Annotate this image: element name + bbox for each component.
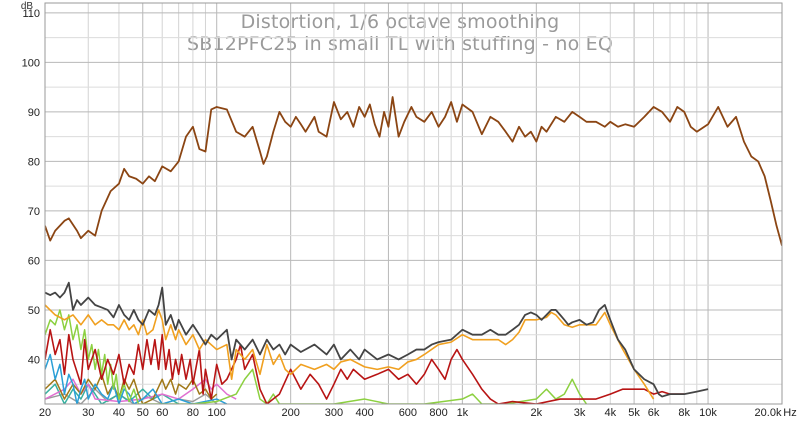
series-layer (45, 96, 782, 404)
x-tick-label: 2k (531, 407, 543, 419)
y-tick-label: 50 (28, 305, 40, 317)
series-line-7 (45, 373, 218, 404)
y-tick-label: 110 (22, 8, 40, 20)
x-tick-labels: 20 30 40 50 60 80 100 200 300 400 600 800 1k 2k 3k 4k 5k… (39, 407, 782, 419)
x-tick-label: 6k (648, 407, 660, 419)
x-tick-label: 800 (429, 407, 447, 419)
x-tick-label: 400 (355, 407, 373, 419)
x-axis-unit: Hz (783, 407, 796, 419)
x-tick-label: 1k (457, 407, 469, 419)
x-tick-label: 8k (678, 407, 690, 419)
y-tick-label: 70 (28, 206, 40, 218)
y-tick-label: 40 (28, 354, 40, 366)
plot-frame (44, 2, 783, 405)
series-line-6 (45, 353, 228, 404)
series-line-10 (45, 388, 218, 404)
chart-subtitle: SB12PFC25 in small TL with stuffing - no… (186, 33, 614, 55)
x-tick-label: 60 (156, 407, 168, 419)
y-tick-label: 60 (28, 255, 40, 267)
x-tick-label: 300 (325, 407, 343, 419)
x-tick-label: 4k (604, 407, 616, 419)
y-tick-label: 80 (28, 156, 40, 168)
x-tick-label: 20 (39, 407, 51, 419)
x-tick-label: 20.0k (755, 407, 782, 419)
x-tick-label: 80 (187, 407, 199, 419)
x-tick-label: 40 (113, 407, 125, 419)
x-tick-label: 100 (208, 407, 226, 419)
x-tick-label: 600 (399, 407, 417, 419)
y-tick-label: 100 (22, 57, 40, 69)
y-tick-labels: 40 50 60 70 80 90 100 110 (22, 8, 40, 367)
series-line-5 (45, 309, 588, 404)
grid-lines (44, 3, 783, 404)
series-line-4 (45, 328, 685, 404)
x-tick-label: 3k (574, 407, 586, 419)
y-axis-label: dB (21, 1, 34, 12)
x-tick-label: 30 (82, 407, 94, 419)
x-tick-label: 10k (699, 407, 717, 419)
series-line-3 (45, 304, 655, 400)
y-tick-label: 90 (28, 107, 40, 119)
series-line-2 (45, 281, 709, 398)
series-line-1 (45, 96, 782, 246)
x-tick-label: 50 (137, 407, 149, 419)
x-tick-label: 200 (281, 407, 299, 419)
x-tick-label: 5k (628, 407, 640, 419)
chart-title: Distortion, 1/6 octave smoothing (240, 11, 560, 33)
